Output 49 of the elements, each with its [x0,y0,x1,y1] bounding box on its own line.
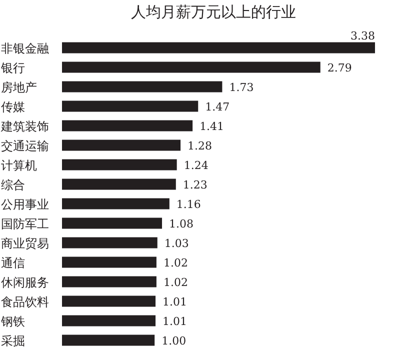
data-label: 1.16 [176,198,201,211]
data-label: 1.08 [169,217,194,230]
data-label: 1.00 [162,334,186,348]
y-tick-label: 国防军工 [1,216,49,231]
bar [62,62,320,73]
y-tick-label: 传媒 [1,100,25,114]
y-tick-label: 采掘 [1,334,25,348]
bar [62,100,198,112]
bar [62,237,158,248]
data-label: 1.47 [205,100,230,114]
data-label: 1.41 [200,120,224,133]
y-tick-label: 交通运输 [1,138,49,153]
y-tick-label: 商业贸易 [1,236,49,250]
y-tick-label: 综合 [1,178,25,192]
y-tick-label: 钢铁 [0,314,25,328]
bar [62,140,181,151]
y-tick-label: 公用事业 [1,197,49,212]
chart-title: 人均月薪万元以上的行业 [131,3,296,21]
bar [62,315,156,326]
data-label: 1.24 [184,158,208,172]
bar [62,334,155,346]
data-label: 1.03 [164,236,189,250]
bar [62,218,162,229]
y-tick-label: 通信 [1,256,25,270]
data-label: 1.02 [163,256,188,270]
bar [62,276,156,288]
data-label: 1.02 [163,276,188,289]
y-tick-label: 食品饮料 [1,294,49,309]
bar [62,198,170,210]
bar [62,42,375,54]
y-tick-label: 非银金融 [1,41,49,56]
data-label: 1.28 [188,139,212,152]
bar [62,256,156,268]
y-tick-label: 休闲服务 [1,275,49,290]
bar [62,296,156,307]
bar [62,178,176,190]
data-label: 2.79 [327,61,352,74]
data-label: 3.38 [350,29,375,42]
bar [62,159,177,170]
y-tick-label: 建筑装饰 [0,119,49,134]
data-label: 1.73 [229,80,254,94]
y-tick-label: 计算机 [1,158,37,172]
data-label: 1.01 [162,295,188,308]
y-tick-label: 房地产 [1,80,37,94]
y-tick-label: 银行 [0,60,25,75]
data-label: 1.01 [162,314,188,328]
data-label: 1.23 [182,178,208,192]
bar [62,120,193,132]
bar [62,81,222,92]
